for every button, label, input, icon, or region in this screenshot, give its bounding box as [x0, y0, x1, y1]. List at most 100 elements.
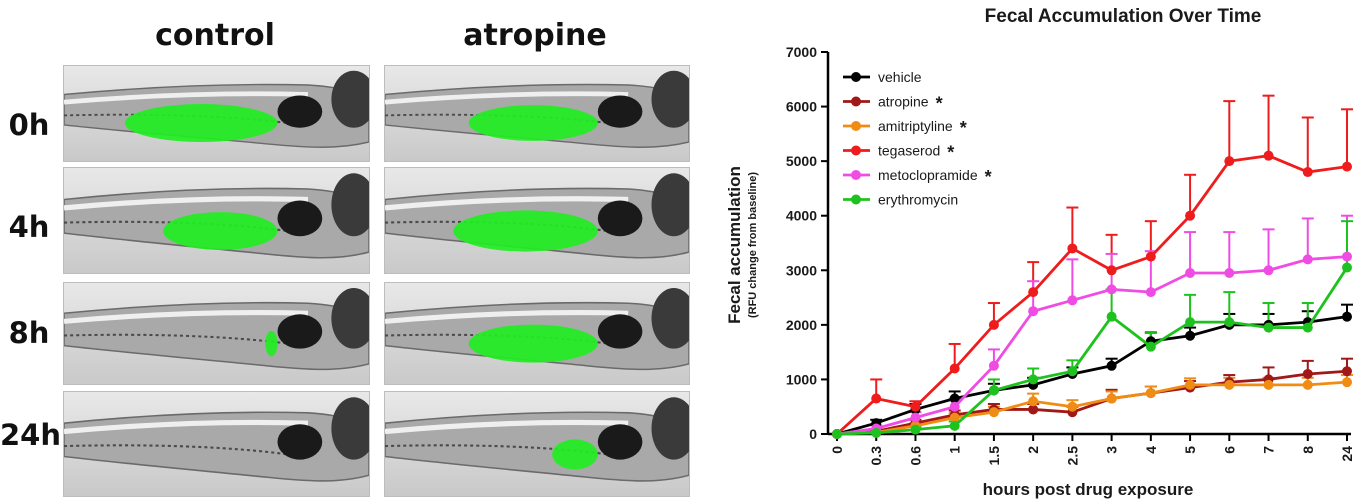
data-point-atropine	[1302, 368, 1313, 379]
data-point-metoclopramide	[1342, 251, 1352, 262]
data-point-erythromycin	[871, 427, 882, 438]
data-point-tegaserod	[1145, 251, 1156, 262]
data-point-amitriptyline	[1224, 379, 1235, 390]
legend-significance-star: *	[960, 118, 967, 138]
y-tick-label: 7000	[786, 44, 817, 60]
data-point-metoclopramide	[1185, 268, 1196, 279]
y-tick-label: 5000	[786, 153, 817, 169]
y-axis-sublabel: (RFU change from baseline)	[747, 172, 759, 318]
data-point-erythromycin	[1067, 366, 1078, 377]
error-bars	[870, 94, 1353, 433]
x-tick-label: 5	[1182, 446, 1198, 454]
data-point-tegaserod	[910, 401, 921, 412]
x-tick-label: 8	[1300, 446, 1316, 454]
data-point-vehicle	[1342, 311, 1352, 322]
data-point-amitriptyline	[949, 412, 960, 423]
series-line-vehicle	[836, 315, 1348, 436]
legend-swatch-marker-amitriptyline	[851, 121, 861, 131]
row-label-4h: 4h	[8, 210, 50, 244]
x-axis-label: hours post drug exposure	[983, 480, 1194, 499]
data-point-erythromycin	[1302, 322, 1313, 333]
legend-significance-star: *	[985, 167, 992, 187]
x-tick-label: 0.6	[907, 446, 923, 466]
x-tick-label: 3	[1104, 446, 1120, 454]
legend-swatch-marker-tegaserod	[851, 145, 861, 156]
data-point-metoclopramide	[949, 401, 960, 412]
data-point-vehicle	[1106, 360, 1117, 371]
data-point-amitriptyline	[1302, 379, 1313, 390]
data-point-erythromycin	[1145, 341, 1156, 352]
data-point-amitriptyline	[1106, 393, 1117, 404]
legend-label-erythromycin: erythromycin	[878, 192, 958, 208]
data-point-erythromycin	[1028, 374, 1039, 385]
data-point-tegaserod	[988, 319, 999, 330]
data-point-tegaserod	[1342, 161, 1352, 172]
legend-significance-star: *	[947, 143, 954, 163]
legend-label-atropine: atropine	[878, 94, 929, 110]
fish-image-control-4h	[63, 167, 370, 274]
data-point-metoclopramide	[1263, 265, 1274, 276]
series-line-atropine	[836, 369, 1348, 436]
data-point-erythromycin	[949, 420, 960, 431]
data-point-amitriptyline	[988, 407, 999, 418]
x-ticks: 0 0.3 0.6 1 1.5 2 2.5 3 4 5 6 7 8 24	[829, 434, 1355, 465]
data-point-tegaserod	[1185, 210, 1196, 221]
x-tick-label: 6	[1221, 446, 1237, 454]
data-point-amitriptyline	[1067, 401, 1078, 412]
data-point-tegaserod	[871, 393, 882, 404]
legend-swatch-marker-metoclopramide	[851, 170, 861, 180]
data-point-erythromycin	[1342, 262, 1352, 273]
data-point-erythromycin	[1263, 322, 1274, 333]
x-tick-label: 0	[829, 446, 845, 454]
legend-swatch-marker-erythromycin	[851, 194, 861, 205]
legend-significance-star: *	[936, 94, 943, 114]
data-point-tegaserod	[1263, 150, 1274, 161]
fecal-accumulation-chart: Fecal Accumulation Over Time 01000200030…	[725, 6, 1355, 499]
data-point-vehicle	[1185, 330, 1196, 341]
data-point-amitriptyline	[1185, 379, 1196, 390]
series-line-tegaserod	[836, 154, 1348, 436]
data-point-erythromycin	[832, 429, 842, 439]
fish-image-control-24h	[63, 391, 370, 497]
data-point-amitriptyline	[1263, 379, 1274, 390]
data-point-metoclopramide	[1028, 306, 1039, 317]
fish-image-atropine-4h	[384, 167, 690, 274]
y-tick-label: 1000	[786, 371, 817, 387]
legend-label-vehicle: vehicle	[878, 69, 922, 85]
legend-label-amitriptyline: amitriptyline	[878, 118, 953, 134]
data-point-metoclopramide	[988, 360, 999, 371]
data-point-erythromycin	[988, 385, 999, 396]
data-point-metoclopramide	[1145, 287, 1156, 298]
row-label-24h: 24h	[0, 418, 62, 452]
x-tick-label: 1.5	[986, 446, 1002, 466]
x-tick-label: 2.5	[1064, 446, 1080, 466]
data-point-metoclopramide	[1067, 295, 1078, 306]
fish-image-atropine-24h	[384, 391, 690, 497]
y-tick-label: 4000	[786, 208, 817, 224]
series-line-amitriptyline	[836, 380, 1348, 436]
column-header-atropine: atropine	[463, 18, 607, 53]
legend: vehicle atropine * amitriptyline * tegaserod *…	[843, 69, 992, 208]
data-point-erythromycin	[1185, 317, 1196, 328]
data-point-metoclopramide	[1106, 284, 1117, 295]
series-line-erythromycin	[836, 266, 1349, 436]
data-point-erythromycin	[910, 424, 921, 435]
data-point-tegaserod	[1106, 265, 1117, 276]
x-tick-label: 4	[1143, 446, 1159, 454]
data-point-tegaserod	[1224, 156, 1235, 167]
series-line-metoclopramide	[836, 255, 1348, 436]
data-point-amitriptyline	[1028, 396, 1039, 407]
data-point-metoclopramide	[910, 412, 921, 423]
data-point-erythromycin	[1106, 311, 1117, 322]
row-label-0h: 0h	[8, 108, 50, 142]
y-tick-label: 6000	[786, 99, 817, 115]
y-tick-label: 2000	[786, 317, 817, 333]
data-point-vehicle	[949, 393, 960, 404]
data-point-atropine	[1028, 404, 1039, 415]
row-label-8h: 8h	[8, 316, 50, 350]
data-point-tegaserod	[1067, 243, 1078, 254]
data-point-tegaserod	[1302, 167, 1313, 178]
fish-image-atropine-8h	[384, 282, 690, 385]
fish-image-atropine-0h	[384, 65, 690, 162]
legend-swatch-marker-atropine	[851, 96, 861, 107]
